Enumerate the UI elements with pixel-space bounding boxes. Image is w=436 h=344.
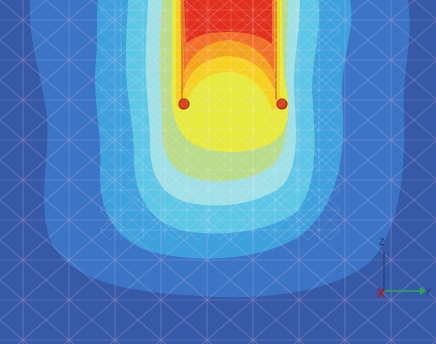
triad-x-label: X [377, 286, 386, 300]
triad-z-label: Z [379, 237, 385, 247]
mesh-overlay-fine [100, 0, 340, 240]
triad-y-label: Y [425, 287, 432, 297]
triad-y-arrowhead [420, 287, 426, 295]
